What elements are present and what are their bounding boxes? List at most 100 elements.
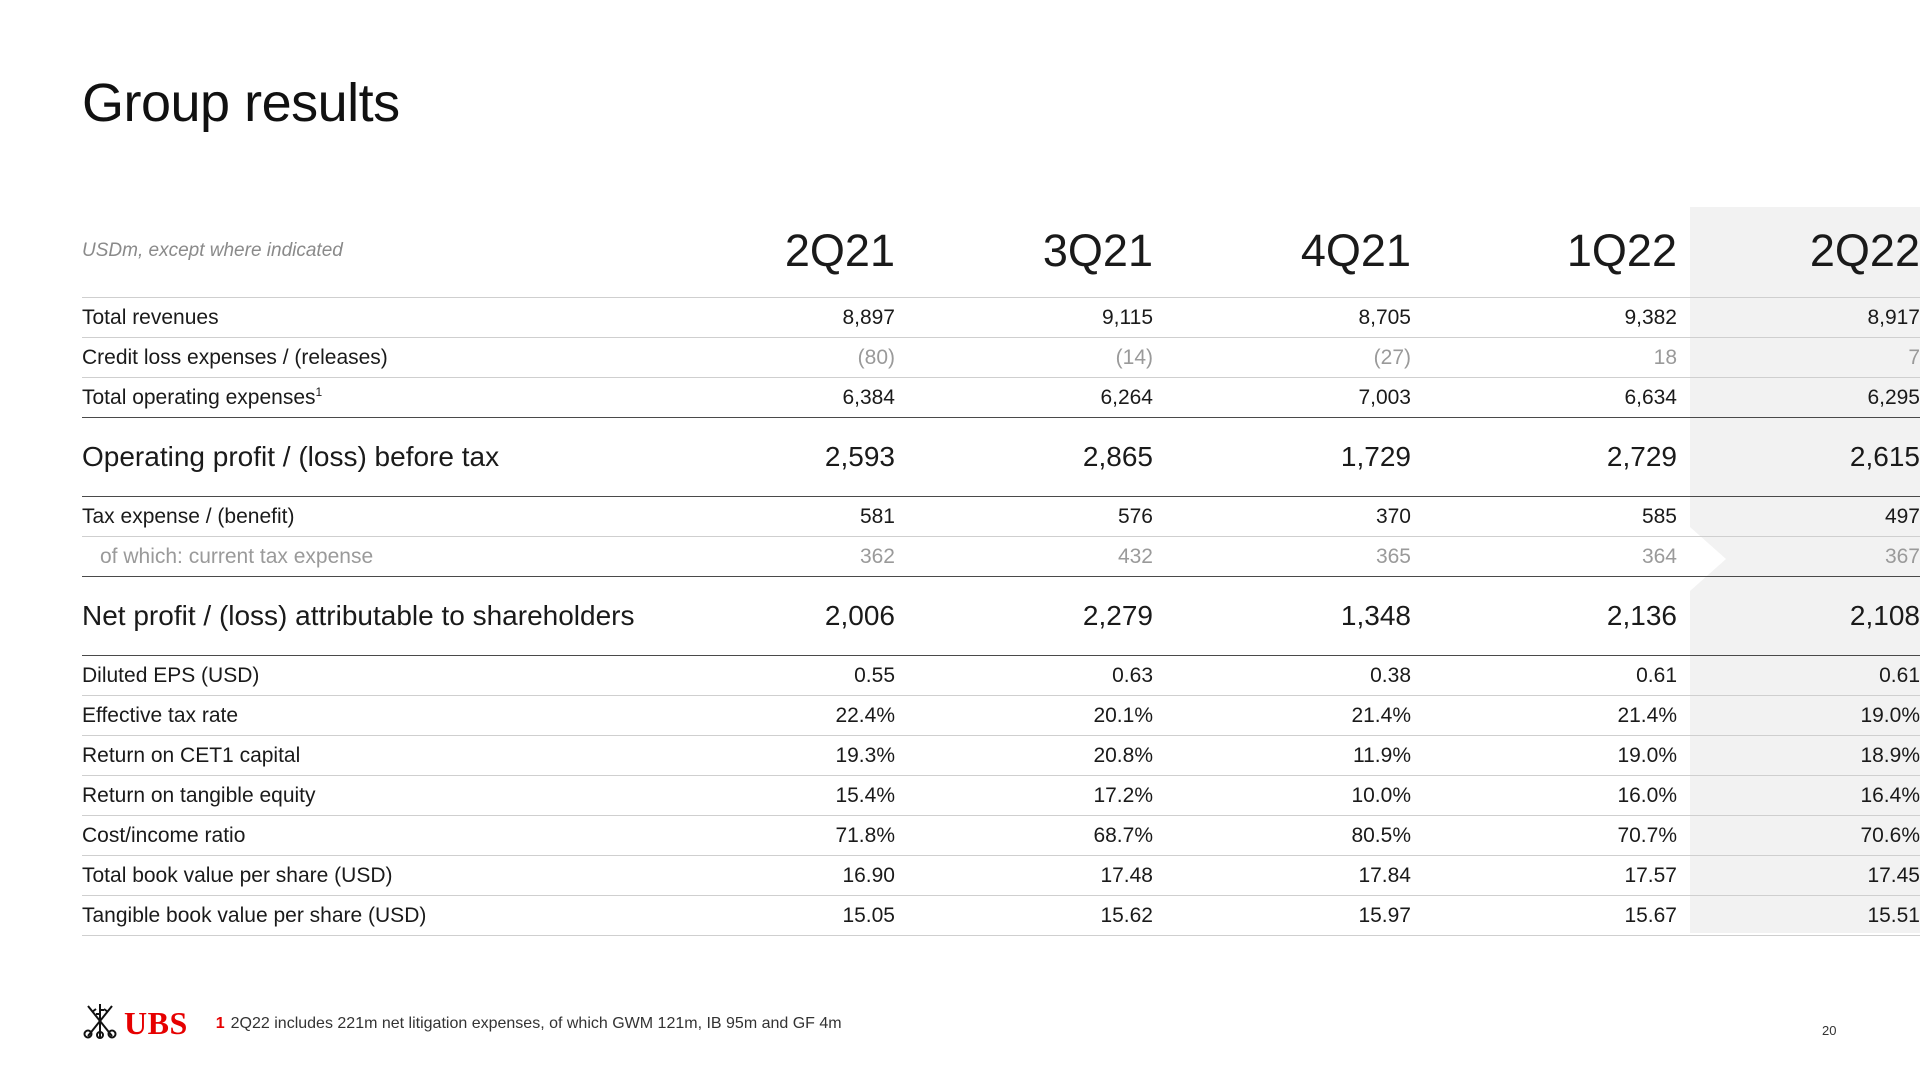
cell-value: 22.4% xyxy=(645,695,895,736)
cell-value: 18.9% xyxy=(1677,735,1920,776)
row-label: Return on CET1 capital xyxy=(82,735,645,776)
cell-value: 21.4% xyxy=(1411,695,1677,736)
cell-value: 364 xyxy=(1411,536,1677,577)
row-label: Cost/income ratio xyxy=(82,815,645,856)
cell-value: 17.2% xyxy=(895,775,1153,816)
cell-value: 15.67 xyxy=(1411,895,1677,936)
cell-value: 80.5% xyxy=(1153,815,1411,856)
cell-value: 18 xyxy=(1411,337,1677,378)
cell-value: 16.0% xyxy=(1411,775,1677,816)
cell-value: 19.0% xyxy=(1677,695,1920,736)
cell-value: 70.7% xyxy=(1411,815,1677,856)
cell-value: 8,705 xyxy=(1153,297,1411,338)
cell-value: 2,136 xyxy=(1411,576,1677,656)
table-row-operating-expenses: Total operating expenses1 6,384 6,264 7,… xyxy=(82,377,1920,418)
cell-value: 576 xyxy=(895,496,1153,537)
page-title: Group results xyxy=(82,73,400,133)
row-label: Total book value per share (USD) xyxy=(82,855,645,896)
row-label: Net profit / (loss) attributable to shar… xyxy=(82,576,645,656)
cell-value: 20.8% xyxy=(895,735,1153,776)
table-row-total-revenues: Total revenues 8,897 9,115 8,705 9,382 8… xyxy=(82,297,1920,338)
cell-value: 17.48 xyxy=(895,855,1153,896)
cell-value: 7 xyxy=(1677,337,1920,378)
group-results-table: USDm, except where indicated 2Q21 3Q21 4… xyxy=(82,207,1920,936)
cell-value: 362 xyxy=(645,536,895,577)
cell-value: (80) xyxy=(645,337,895,378)
column-header-2q21: 2Q21 xyxy=(645,207,895,298)
cell-value: 15.62 xyxy=(895,895,1153,936)
row-label: Diluted EPS (USD) xyxy=(82,655,645,696)
footnote-number: 1 xyxy=(215,1014,225,1032)
column-header-2q22: 2Q22 xyxy=(1677,207,1920,298)
cell-value: 8,897 xyxy=(645,297,895,338)
cell-value: 17.84 xyxy=(1153,855,1411,896)
table-row-return-on-tangible-equity: Return on tangible equity 15.4% 17.2% 10… xyxy=(82,775,1920,816)
cell-value: 2,729 xyxy=(1411,417,1677,497)
cell-value: 0.61 xyxy=(1411,655,1677,696)
ubs-wordmark: UBS xyxy=(124,1005,188,1041)
cell-value: 497 xyxy=(1677,496,1920,537)
cell-value: 365 xyxy=(1153,536,1411,577)
footnote-marker: 1 xyxy=(315,384,323,399)
table-row-current-tax: of which: current tax expense 362 432 36… xyxy=(82,536,1920,577)
row-label: of which: current tax expense xyxy=(82,536,645,577)
cell-value: 9,115 xyxy=(895,297,1153,338)
table-row-operating-profit: Operating profit / (loss) before tax 2,5… xyxy=(82,417,1920,497)
cell-value: 1,348 xyxy=(1153,576,1411,656)
row-label: Credit loss expenses / (releases) xyxy=(82,337,645,378)
cell-value: 68.7% xyxy=(895,815,1153,856)
page-number: 20 xyxy=(1822,1023,1837,1038)
table-row-cost-income-ratio: Cost/income ratio 71.8% 68.7% 80.5% 70.7… xyxy=(82,815,1920,856)
cell-value: 71.8% xyxy=(645,815,895,856)
table-header-row: USDm, except where indicated 2Q21 3Q21 4… xyxy=(82,207,1920,298)
table-row-credit-loss: Credit loss expenses / (releases) (80) (… xyxy=(82,337,1920,378)
cell-value: 70.6% xyxy=(1677,815,1920,856)
ubs-logo: UBS xyxy=(82,1002,188,1045)
cell-value: 0.55 xyxy=(645,655,895,696)
row-label: Total revenues xyxy=(82,297,645,338)
table-row-diluted-eps: Diluted EPS (USD) 0.55 0.63 0.38 0.61 0.… xyxy=(82,655,1920,696)
ubs-keys-icon xyxy=(82,1002,118,1045)
cell-value: 6,384 xyxy=(645,377,895,418)
cell-value: 16.90 xyxy=(645,855,895,896)
cell-value: 15.97 xyxy=(1153,895,1411,936)
cell-value: 432 xyxy=(895,536,1153,577)
cell-value: 367 xyxy=(1677,536,1920,577)
column-header-1q22: 1Q22 xyxy=(1411,207,1677,298)
cell-value: 6,295 xyxy=(1677,377,1920,418)
cell-value: 17.45 xyxy=(1677,855,1920,896)
row-label: Tax expense / (benefit) xyxy=(82,496,645,537)
row-label: Effective tax rate xyxy=(82,695,645,736)
cell-value: 17.57 xyxy=(1411,855,1677,896)
cell-value: 0.63 xyxy=(895,655,1153,696)
table-row-book-value-per-share: Total book value per share (USD) 16.90 1… xyxy=(82,855,1920,896)
cell-value: 9,382 xyxy=(1411,297,1677,338)
cell-value: 10.0% xyxy=(1153,775,1411,816)
unit-label: USDm, except where indicated xyxy=(82,207,645,298)
column-header-4q21: 4Q21 xyxy=(1153,207,1411,298)
cell-value: 1,729 xyxy=(1153,417,1411,497)
cell-value: (14) xyxy=(895,337,1153,378)
cell-value: 6,264 xyxy=(895,377,1153,418)
row-label: Tangible book value per share (USD) xyxy=(82,895,645,936)
cell-value: 0.61 xyxy=(1677,655,1920,696)
footnote-text: 2Q22 includes 221m net litigation expens… xyxy=(230,1014,842,1032)
cell-value: 8,917 xyxy=(1677,297,1920,338)
footer: UBS 1 2Q22 includes 221m net litigation … xyxy=(82,1002,842,1045)
cell-value: 11.9% xyxy=(1153,735,1411,776)
cell-value: 2,279 xyxy=(895,576,1153,656)
cell-value: 581 xyxy=(645,496,895,537)
cell-value: 15.51 xyxy=(1677,895,1920,936)
column-header-3q21: 3Q21 xyxy=(895,207,1153,298)
cell-value: 7,003 xyxy=(1153,377,1411,418)
cell-value: 6,634 xyxy=(1411,377,1677,418)
row-label: Total operating expenses1 xyxy=(82,377,645,418)
cell-value: 15.05 xyxy=(645,895,895,936)
cell-value: 19.3% xyxy=(645,735,895,776)
cell-value: 16.4% xyxy=(1677,775,1920,816)
row-label: Return on tangible equity xyxy=(82,775,645,816)
row-label: Operating profit / (loss) before tax xyxy=(82,417,645,497)
table-row-tax-expense: Tax expense / (benefit) 581 576 370 585 … xyxy=(82,496,1920,537)
cell-value: 2,593 xyxy=(645,417,895,497)
cell-value: 2,108 xyxy=(1677,576,1920,656)
